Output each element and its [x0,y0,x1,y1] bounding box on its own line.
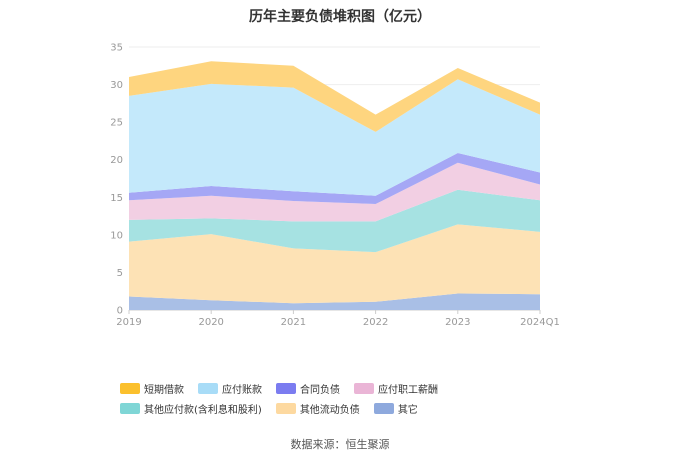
legend-item[interactable]: 应付职工薪酬 [354,378,438,398]
legend-swatch [198,382,218,394]
legend-swatch [276,382,296,394]
chart-title: 历年主要负债堆积图（亿元） [249,9,431,25]
y-tick-label: 25 [110,118,123,129]
area-series-5 [129,79,540,196]
area-series-3 [129,162,540,222]
legend-item[interactable]: 其他流动负债 [275,398,360,418]
legend-item[interactable]: 短期借款 [120,378,184,398]
legend-swatch [120,382,140,394]
legend-label: 短期借款 [144,384,184,396]
source-note: 数据来源：恒生聚源 [290,438,390,451]
area-series-2 [129,189,540,253]
x-tick-label: 2021 [281,317,306,328]
legend-item[interactable]: 应付账款 [198,378,262,398]
y-tick-label: 10 [110,230,123,241]
legend-item[interactable]: 合同负债 [276,378,340,398]
legend-label: 应付职工薪酬 [378,384,438,396]
legend-label: 其他应付款(含利息和股利) [144,404,262,416]
area-series-0 [129,293,540,310]
stacked-area-chart: 0 5 10 15 20 25 30 35 2019 2020 2021 2022 2023 2024Q1 [110,43,560,329]
x-tick-label: 2019 [116,317,141,328]
y-tick-label: 5 [117,268,123,279]
area-layer [129,61,540,310]
y-tick-label: 20 [110,155,123,166]
legend-swatch [354,382,374,394]
y-tick-label: 30 [110,80,123,91]
area-series-1 [129,224,540,304]
legend-label: 其它 [397,404,418,416]
legend-item[interactable]: 其它 [373,398,418,418]
axis-layer: 0 5 10 15 20 25 30 35 2019 2020 2021 2022 2023 2024Q1 [110,43,560,329]
area-series-4 [129,152,540,205]
legend-item[interactable]: 其他应付款(含利息和股利) [120,398,262,418]
legend-swatch [275,402,296,414]
x-tick-label: 2023 [445,317,470,328]
x-tick-label: 2024Q1 [520,317,560,328]
legend-label: 应付账款 [222,384,262,396]
legend-swatch [120,402,140,414]
legend-label: 其他流动负债 [299,404,360,416]
y-tick-label: 35 [110,43,123,54]
area-series-6 [129,61,540,132]
y-tick-label: 15 [110,193,123,204]
legend-label: 合同负债 [300,384,340,396]
x-tick-label: 2020 [198,317,223,328]
legend: 短期借款 应付账款 合同负债 应付职工薪酬其他应付款(含利息和股利) 其他流动负债 其它 [120,378,580,418]
legend-swatch [373,402,394,414]
y-tick-label: 0 [117,306,123,317]
x-tick-label: 2022 [363,317,388,328]
